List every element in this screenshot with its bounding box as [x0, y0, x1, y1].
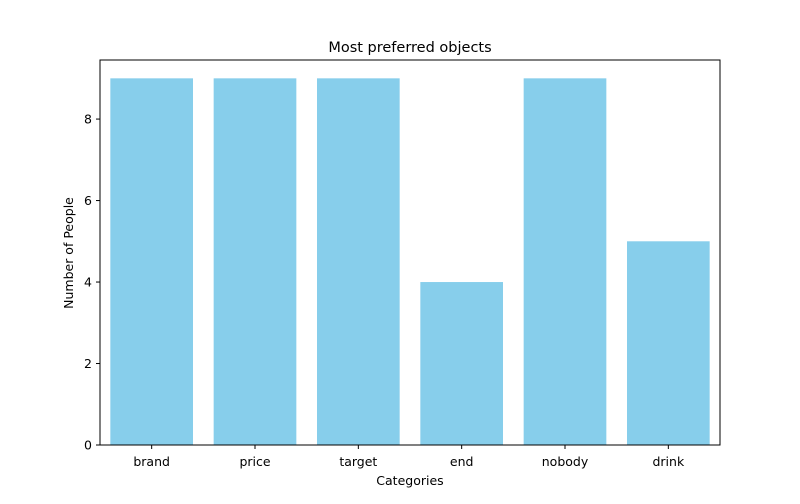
- y-axis-label: Number of People: [61, 197, 76, 309]
- bar-drink: [627, 241, 710, 445]
- bar-nobody: [523, 78, 607, 445]
- axes-layer: [99, 59, 721, 446]
- x-tick-label: end: [450, 454, 474, 469]
- x-tick-label: drink: [652, 454, 684, 469]
- y-tick-label: 0: [84, 438, 92, 453]
- y-tick-label: 6: [84, 193, 92, 208]
- x-tick-label: price: [239, 454, 270, 469]
- bar-brand: [110, 78, 193, 445]
- x-tick-label: target: [339, 454, 377, 469]
- chart-title: Most preferred objects: [328, 40, 491, 56]
- y-tick-label: 2: [84, 356, 92, 371]
- plot-frame: [99, 59, 721, 446]
- x-tick-label: nobody: [542, 454, 589, 469]
- bar-price: [213, 78, 297, 445]
- ticks-layer: brand price target end nobody drink 0 2 4 6 8: [84, 112, 685, 469]
- x-axis-label: Categories: [376, 473, 443, 488]
- y-tick-label: 4: [84, 275, 92, 290]
- bar-target: [317, 78, 400, 445]
- bar-end: [420, 282, 503, 445]
- y-tick-label: 8: [84, 112, 92, 127]
- bars-layer: [110, 78, 710, 445]
- x-tick-label: brand: [133, 454, 170, 469]
